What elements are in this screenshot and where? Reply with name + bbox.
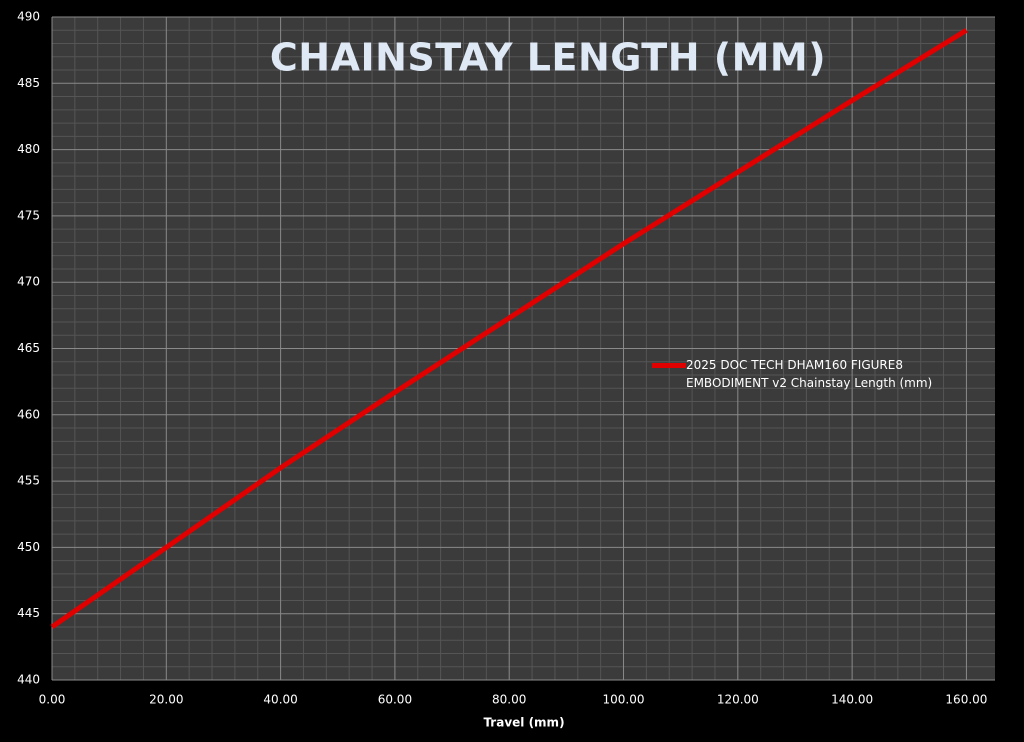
x-tick-label: 40.00 bbox=[263, 693, 297, 707]
y-tick-label: 445 bbox=[17, 606, 40, 620]
legend-label: 2025 DOC TECH DHAM160 FIGURE8 EMBODIMENT… bbox=[686, 358, 933, 390]
grid bbox=[51, 16, 995, 681]
legend: 2025 DOC TECH DHAM160 FIGURE8 EMBODIMENT… bbox=[652, 356, 942, 392]
x-axis-title: Travel (mm) bbox=[483, 716, 564, 730]
x-tick-label: 120.00 bbox=[717, 693, 759, 707]
y-tick-label: 475 bbox=[17, 208, 40, 222]
x-tick-label: 0.00 bbox=[39, 693, 66, 707]
y-tick-label: 480 bbox=[17, 142, 40, 156]
y-tick-label: 450 bbox=[17, 540, 40, 554]
chart-title: CHAINSTAY LENGTH (MM) bbox=[270, 36, 826, 80]
y-tick-label: 485 bbox=[17, 76, 40, 90]
y-tick-label: 465 bbox=[17, 341, 40, 355]
data-line bbox=[50, 28, 968, 630]
x-tick-label: 80.00 bbox=[492, 693, 526, 707]
y-tick-label: 490 bbox=[17, 10, 40, 24]
legend-swatch bbox=[652, 363, 686, 368]
x-tick-label: 140.00 bbox=[831, 693, 873, 707]
y-tick-label: 470 bbox=[17, 275, 40, 289]
x-tick-label: 20.00 bbox=[149, 693, 183, 707]
y-tick-label: 440 bbox=[17, 673, 40, 687]
x-tick-label: 60.00 bbox=[378, 693, 412, 707]
y-tick-label: 455 bbox=[17, 474, 40, 488]
x-tick-label: 160.00 bbox=[945, 693, 987, 707]
x-tick-label: 100.00 bbox=[603, 693, 645, 707]
y-tick-label: 460 bbox=[17, 407, 40, 421]
